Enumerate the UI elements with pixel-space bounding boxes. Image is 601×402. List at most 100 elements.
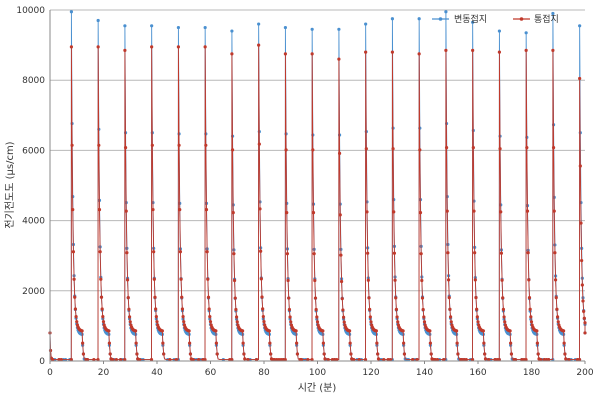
data-point	[395, 315, 398, 318]
data-point	[125, 210, 128, 213]
data-point	[70, 144, 73, 147]
data-point	[456, 352, 459, 355]
legend-marker-through-ground	[520, 17, 524, 21]
data-point	[100, 296, 103, 299]
data-point	[472, 210, 475, 213]
data-point	[418, 52, 421, 55]
data-point	[367, 279, 370, 282]
data-point	[161, 329, 164, 332]
data-point	[284, 26, 287, 29]
x-tick-label: 60	[205, 368, 217, 378]
data-point	[314, 296, 317, 299]
x-tick-label: 0	[47, 368, 53, 378]
data-point	[394, 296, 397, 299]
data-point	[364, 51, 367, 54]
legend-label-variable-ground: 변동접지	[454, 13, 487, 25]
data-point	[101, 307, 104, 310]
data-point	[429, 342, 432, 345]
data-point	[583, 317, 586, 320]
data-point	[502, 308, 505, 311]
data-point	[578, 77, 581, 80]
data-point	[177, 144, 180, 147]
data-point	[161, 342, 164, 345]
data-point	[581, 299, 584, 302]
data-point	[268, 329, 271, 332]
data-point	[97, 19, 100, 22]
data-point	[258, 207, 261, 210]
data-point	[393, 279, 396, 282]
data-point	[430, 352, 433, 355]
data-point	[99, 250, 102, 253]
data-point	[498, 29, 501, 32]
data-point	[262, 320, 265, 323]
data-point	[323, 357, 326, 360]
data-point	[236, 320, 239, 323]
data-point	[563, 342, 566, 345]
data-point	[189, 352, 192, 355]
data-point	[150, 45, 153, 48]
data-point	[348, 329, 351, 332]
data-point	[232, 252, 235, 255]
data-point	[207, 296, 210, 299]
x-tick-label: 140	[416, 368, 433, 378]
data-point	[177, 45, 180, 48]
data-point	[315, 308, 318, 311]
data-point	[204, 45, 207, 48]
data-point	[556, 315, 559, 318]
data-point	[471, 49, 474, 52]
data-point	[337, 28, 340, 31]
data-point	[503, 320, 506, 323]
data-point	[339, 213, 342, 216]
data-point	[525, 146, 528, 149]
data-point	[450, 320, 453, 323]
y-tick-label: 8000	[22, 76, 45, 86]
data-point	[455, 329, 458, 332]
data-point	[447, 278, 450, 281]
data-point	[82, 352, 85, 355]
data-point	[179, 250, 182, 253]
data-point	[365, 210, 368, 213]
data-point	[261, 307, 264, 310]
data-point	[343, 320, 346, 323]
data-point	[155, 320, 158, 323]
data-point	[126, 278, 129, 281]
data-point	[154, 307, 157, 310]
data-point	[369, 315, 372, 318]
data-point	[123, 49, 126, 52]
x-tick-label: 180	[523, 368, 540, 378]
data-point	[206, 250, 209, 253]
data-point	[287, 296, 290, 299]
data-point	[311, 28, 314, 31]
y-tick-label: 0	[39, 357, 45, 367]
data-point	[444, 10, 447, 13]
data-point	[73, 296, 76, 299]
data-point	[182, 320, 185, 323]
data-point	[232, 211, 235, 214]
data-point	[108, 342, 111, 345]
data-point	[563, 352, 566, 355]
data-point	[530, 320, 533, 323]
data-point	[418, 17, 421, 20]
data-point	[500, 279, 503, 282]
data-point	[322, 342, 325, 345]
x-axis-title: 시간 (분)	[298, 382, 337, 394]
data-point	[377, 357, 380, 360]
data-point	[178, 208, 181, 211]
data-point	[364, 22, 367, 25]
data-point	[526, 210, 529, 213]
y-tick-label: 6000	[22, 146, 45, 156]
data-point	[498, 51, 501, 54]
data-point	[289, 320, 292, 323]
data-point	[107, 329, 110, 332]
data-point	[391, 17, 394, 20]
data-point	[367, 296, 370, 299]
data-point	[315, 315, 318, 318]
data-point	[109, 352, 112, 355]
data-point	[316, 320, 319, 323]
data-point	[81, 342, 84, 345]
data-point	[537, 352, 540, 355]
data-point	[583, 331, 586, 334]
data-point	[340, 280, 343, 283]
data-point	[216, 352, 219, 355]
